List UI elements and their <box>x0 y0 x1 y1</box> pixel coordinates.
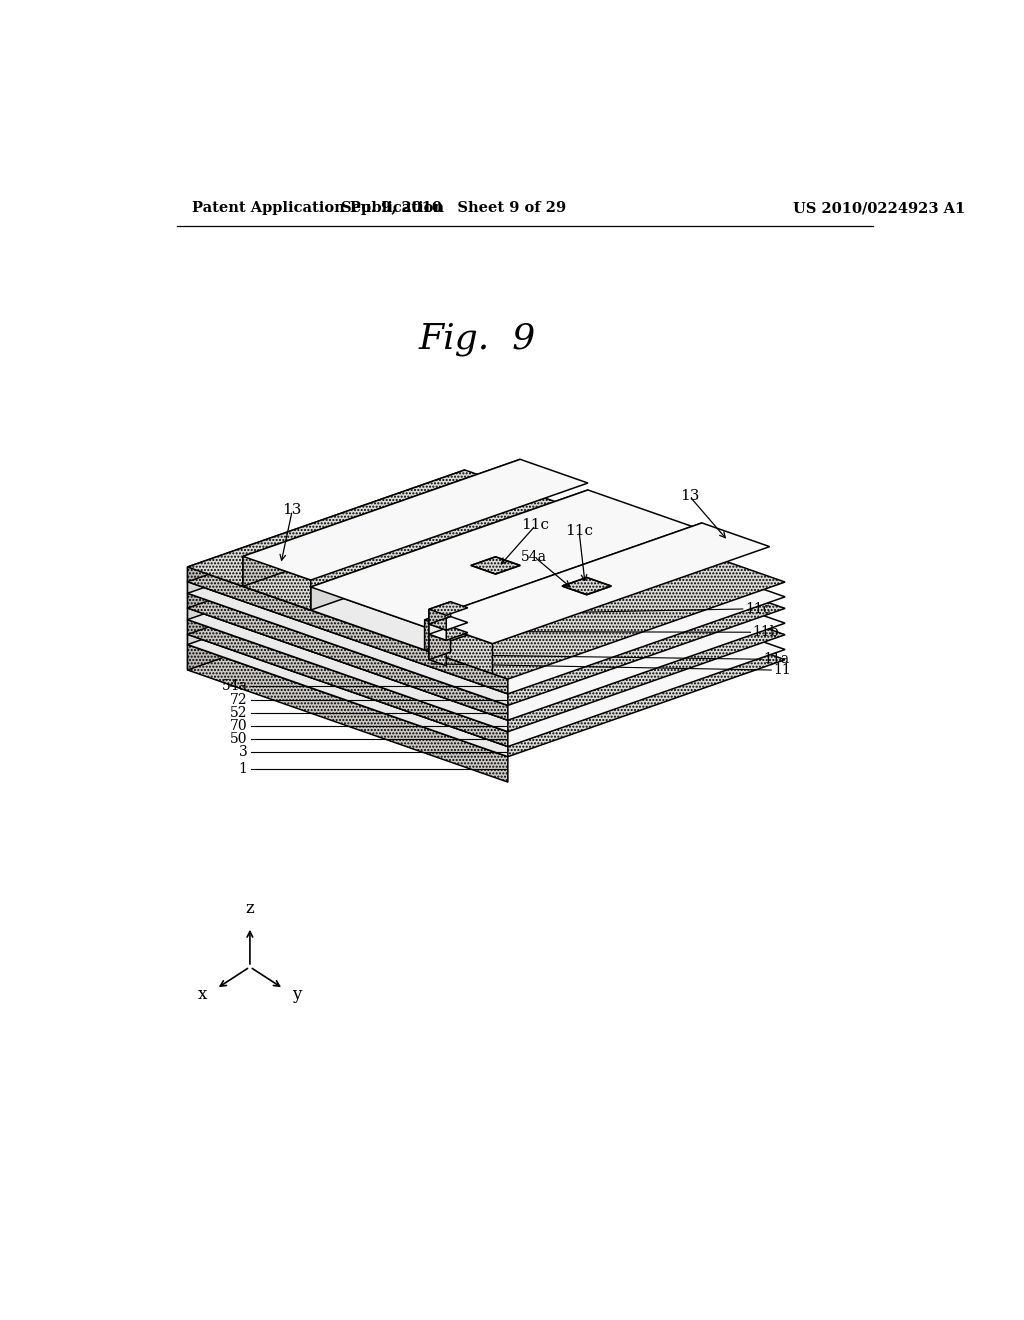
Text: 11b: 11b <box>753 626 779 639</box>
Text: 70: 70 <box>230 719 248 733</box>
Text: 11a: 11a <box>764 652 790 667</box>
Text: 11: 11 <box>773 663 792 677</box>
Polygon shape <box>429 634 446 665</box>
Polygon shape <box>187 635 508 756</box>
Polygon shape <box>562 577 611 595</box>
Polygon shape <box>187 609 508 731</box>
Polygon shape <box>187 496 465 609</box>
Text: 50: 50 <box>230 733 248 746</box>
Text: Sep. 9, 2010   Sheet 9 of 29: Sep. 9, 2010 Sheet 9 of 29 <box>341 202 566 215</box>
Polygon shape <box>187 470 465 582</box>
Polygon shape <box>187 496 785 705</box>
Polygon shape <box>243 459 588 579</box>
Text: 11c: 11c <box>565 524 593 537</box>
Polygon shape <box>429 616 468 630</box>
Text: 13: 13 <box>283 503 302 517</box>
Polygon shape <box>187 619 508 747</box>
Polygon shape <box>187 537 785 747</box>
Polygon shape <box>187 644 508 781</box>
Polygon shape <box>243 459 520 586</box>
Polygon shape <box>429 602 451 624</box>
Polygon shape <box>187 511 465 619</box>
Polygon shape <box>187 548 785 756</box>
Text: 52: 52 <box>230 706 248 719</box>
Polygon shape <box>310 490 588 610</box>
Polygon shape <box>243 556 310 610</box>
Polygon shape <box>429 627 468 640</box>
Text: 3: 3 <box>239 744 248 759</box>
Polygon shape <box>187 582 508 705</box>
Polygon shape <box>310 587 425 649</box>
Text: 1: 1 <box>239 763 248 776</box>
Polygon shape <box>187 484 785 694</box>
Polygon shape <box>187 523 465 635</box>
Text: US 2010/0224923 A1: US 2010/0224923 A1 <box>793 202 965 215</box>
Polygon shape <box>187 548 465 671</box>
Text: x: x <box>198 986 207 1003</box>
Polygon shape <box>310 490 701 627</box>
Polygon shape <box>429 624 446 640</box>
Text: Fig.  9: Fig. 9 <box>419 322 536 356</box>
Polygon shape <box>425 620 493 673</box>
Polygon shape <box>429 610 446 630</box>
Polygon shape <box>187 593 508 721</box>
Polygon shape <box>187 470 785 678</box>
Polygon shape <box>187 537 465 644</box>
Text: 54a: 54a <box>521 550 548 564</box>
Polygon shape <box>429 602 468 615</box>
Text: Patent Application Publication: Patent Application Publication <box>193 202 444 215</box>
Text: 11c: 11c <box>521 519 550 532</box>
Text: z: z <box>246 900 254 917</box>
Polygon shape <box>187 511 785 721</box>
Text: 11c: 11c <box>745 602 771 616</box>
Polygon shape <box>471 557 520 574</box>
Text: 13: 13 <box>680 490 699 503</box>
Polygon shape <box>429 616 451 634</box>
Text: 54a: 54a <box>221 680 248 693</box>
Text: y: y <box>293 986 302 1003</box>
Text: 72: 72 <box>230 693 248 706</box>
Polygon shape <box>187 568 508 694</box>
Polygon shape <box>425 523 701 649</box>
Polygon shape <box>425 523 770 644</box>
Polygon shape <box>187 523 785 731</box>
Polygon shape <box>429 627 451 660</box>
Polygon shape <box>187 484 465 593</box>
